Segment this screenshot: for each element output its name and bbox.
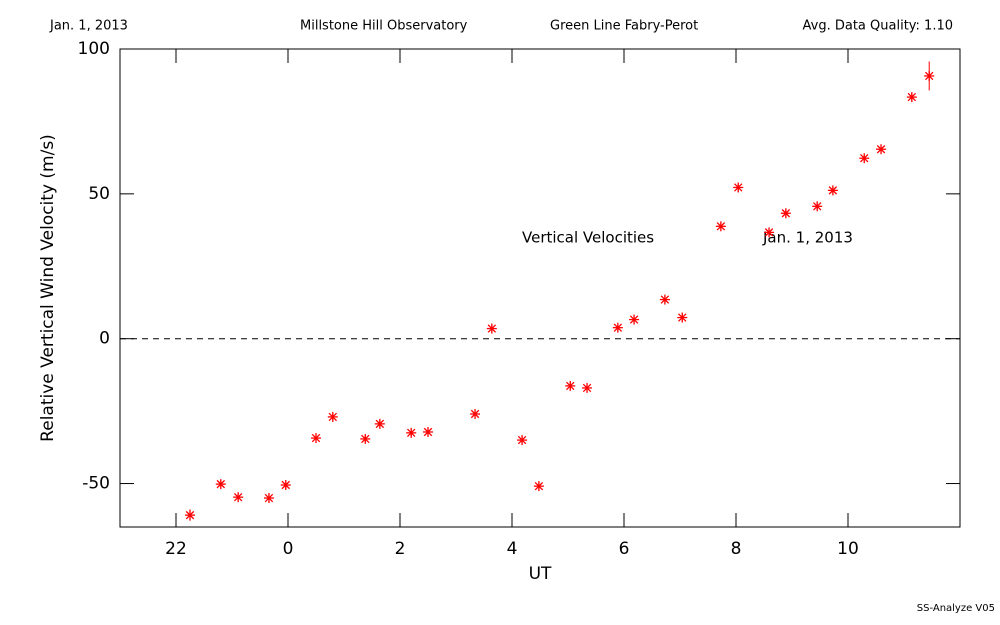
point-stroke — [375, 419, 385, 429]
header-observatory: Millstone Hill Observatory — [300, 19, 468, 34]
point-stroke — [406, 428, 416, 438]
x-axis-label: UT — [529, 564, 552, 584]
point-stroke — [629, 315, 639, 324]
point-stroke — [613, 323, 623, 332]
point — [780, 208, 791, 219]
point — [582, 382, 593, 393]
point — [876, 144, 887, 155]
point-stroke — [233, 492, 243, 502]
annotation: Jan. 1, 2013 — [762, 229, 853, 247]
x-tick-label: 4 — [507, 539, 518, 559]
point — [659, 294, 670, 305]
x-tick-label: 8 — [731, 539, 742, 559]
x-tick-label: 0 — [283, 539, 294, 559]
point-stroke — [876, 145, 886, 154]
y-tick-label: -50 — [82, 474, 110, 494]
point-stroke — [423, 427, 433, 437]
point-stroke — [764, 228, 774, 237]
point — [406, 427, 417, 438]
point-stroke — [264, 493, 274, 503]
point-stroke — [678, 313, 687, 322]
point-stroke — [311, 433, 321, 443]
point — [924, 70, 935, 81]
header-instrument: Green Line Fabry-Perot — [550, 19, 698, 34]
point — [327, 411, 338, 422]
x-tick-label: 2 — [395, 539, 406, 559]
point — [677, 312, 688, 323]
y-tick-label: 0 — [99, 329, 110, 349]
point-stroke — [470, 409, 480, 419]
header-date: Jan. 1, 2013 — [49, 19, 128, 34]
point-stroke — [924, 71, 934, 81]
y-tick-label: 50 — [88, 184, 110, 204]
point — [374, 418, 385, 429]
point — [311, 433, 321, 444]
point — [233, 492, 244, 503]
point — [827, 185, 838, 196]
y-axis-label: Relative Vertical Wind Velocity (m/s) — [38, 134, 58, 442]
point — [486, 323, 497, 334]
point — [263, 493, 274, 504]
point-stroke — [517, 435, 527, 445]
point-stroke — [781, 209, 791, 218]
point — [906, 92, 917, 103]
point — [565, 380, 576, 391]
point-stroke — [185, 510, 195, 520]
point-stroke — [716, 222, 726, 231]
point — [517, 435, 528, 446]
point-stroke — [487, 324, 497, 333]
point-stroke — [907, 92, 917, 102]
x-tick-label: 6 — [619, 539, 630, 559]
point-stroke — [566, 381, 575, 391]
point — [280, 479, 291, 490]
point-stroke — [828, 186, 838, 195]
point — [360, 433, 371, 444]
point-stroke — [582, 383, 592, 393]
point-stroke — [361, 434, 370, 444]
point-stroke — [812, 202, 822, 211]
point — [859, 153, 870, 164]
point — [812, 201, 823, 212]
plot-frame — [119, 48, 961, 528]
point — [715, 221, 726, 232]
point — [764, 227, 775, 238]
point-stroke — [216, 479, 226, 489]
point-stroke — [660, 295, 670, 304]
point-stroke — [860, 154, 869, 163]
point-stroke — [534, 481, 544, 491]
annotation: Vertical Velocities — [522, 229, 654, 247]
point — [533, 481, 544, 492]
point — [470, 409, 481, 420]
point — [733, 182, 744, 193]
point — [185, 510, 195, 521]
point — [215, 479, 226, 490]
point — [629, 314, 640, 325]
x-tick-label: 10 — [837, 539, 859, 559]
point — [612, 322, 623, 333]
footer: SS-Analyze V05 — [917, 603, 995, 614]
point-stroke — [328, 412, 338, 422]
point — [423, 426, 433, 437]
y-tick-label: 100 — [78, 39, 110, 59]
header-quality: Avg. Data Quality: 1.10 — [803, 19, 953, 34]
point-stroke — [281, 480, 290, 490]
point-stroke — [734, 183, 743, 192]
x-tick-label: 22 — [165, 539, 187, 559]
